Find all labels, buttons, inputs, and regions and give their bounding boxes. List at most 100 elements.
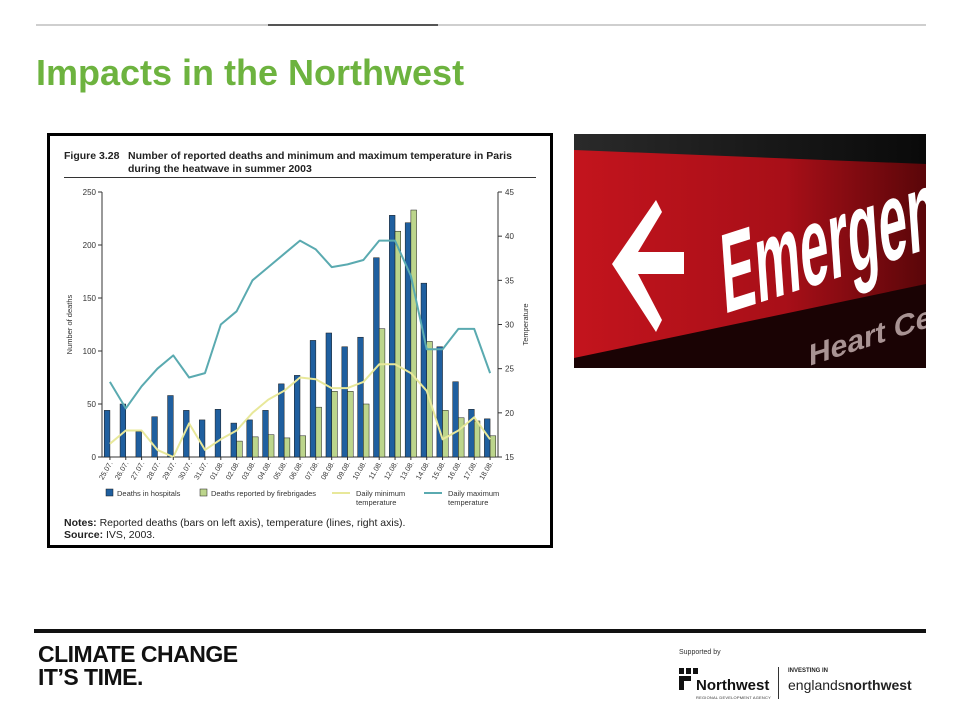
x-tick-label: 29.07. [160, 459, 178, 481]
bar [341, 346, 348, 458]
x-tick-label: 13.08. [398, 459, 416, 481]
bar [151, 416, 158, 458]
bar [135, 431, 142, 458]
bar [283, 437, 291, 458]
x-tick-label: 03.08. [239, 459, 257, 481]
bar [299, 435, 306, 458]
y-axis-label: Number of deaths [65, 294, 74, 354]
bar [442, 410, 449, 458]
footer: CLIMATE CHANGE IT’S TIME. Supported by N… [34, 633, 926, 703]
legend-label: Daily minimum [356, 489, 405, 498]
y-tick-label: 200 [83, 241, 97, 250]
nwda-logo-icon [679, 668, 698, 690]
bar [410, 209, 417, 458]
y2-tick-label: 15 [505, 453, 514, 462]
legend-swatch [105, 488, 114, 497]
bar [473, 420, 481, 458]
brand-line-1: CLIMATE CHANGE [38, 641, 238, 667]
x-tick-label: 28.07. [144, 459, 162, 481]
bar [458, 417, 465, 458]
chart-legend: Deaths in hospitals Deaths reported by fi… [105, 488, 499, 507]
figure-rule [64, 177, 536, 178]
x-tick-label: 04.08. [255, 459, 273, 481]
bar [420, 282, 427, 458]
x-tick-label: 31.07. [192, 459, 210, 481]
y-tick-label: 50 [87, 400, 96, 409]
y-tick-label: 0 [92, 453, 97, 462]
series-line [109, 239, 492, 410]
y2-tick-label: 35 [505, 276, 514, 285]
bar [315, 406, 322, 458]
y2-tick-label: 30 [505, 321, 514, 330]
x-tick-label: 09.08. [334, 459, 352, 481]
x-tick-label: 01.08. [208, 459, 226, 481]
x-tick-label: 02.08. [224, 459, 242, 481]
x-tick-label: 18.08. [477, 459, 495, 481]
arrow-left-icon [612, 200, 684, 332]
x-tick-label: 07.08. [303, 459, 321, 481]
x-tick-label: 06.08. [287, 459, 305, 481]
slide-title: Impacts in the Northwest [36, 52, 465, 93]
x-tick-label: 12.08. [382, 459, 400, 481]
supported-by-label: Supported by [679, 649, 721, 656]
y-tick-label: 150 [83, 294, 97, 303]
bar [394, 230, 401, 458]
legend-label-cont: temperature [356, 498, 396, 507]
bar [278, 383, 285, 458]
bar [230, 422, 237, 458]
bar [452, 381, 459, 458]
bar [199, 419, 206, 458]
x-tick-label: 15.08. [430, 459, 448, 481]
bar [357, 336, 364, 458]
source-label: Source: [64, 529, 104, 541]
top-rule-accent [268, 24, 438, 26]
bar [331, 391, 338, 458]
bar [103, 410, 111, 458]
nwda-name: Northwest [696, 677, 770, 694]
top-rule [36, 24, 926, 26]
legend-label: Deaths reported by firebrigades [211, 489, 316, 498]
deaths-temperature-chart: 0 50 100 150 200 250 15 20 25 30 35 40 45 Number of d… [65, 188, 530, 507]
bar [468, 409, 475, 458]
x-tick-label: 30.07. [176, 459, 194, 481]
figure-panel: Figure 3.28 Number of reported deaths and… [47, 133, 553, 548]
legend-swatch [199, 488, 208, 497]
figure-caption-text: Number of reported deaths and minimum an… [128, 150, 512, 175]
bar [268, 434, 275, 458]
x-tick-label: 25.07. [97, 459, 115, 481]
bar [347, 391, 354, 458]
source-text: IVS, 2003. [106, 529, 156, 541]
y2-tick-label: 45 [505, 188, 514, 197]
figure-notes: Notes: Reported deaths (bars on left axi… [64, 517, 405, 541]
englands-text: englands [788, 677, 845, 693]
legend-label: Daily maximum [448, 489, 499, 498]
bar [294, 375, 301, 458]
nwda-subtitle: REGIONAL DEVELOPMENT AGENCY [696, 695, 771, 700]
y-tick-label: 100 [83, 347, 97, 356]
bar [236, 440, 243, 458]
y2-tick-label: 20 [505, 409, 514, 418]
x-tick-label: 17.08. [461, 459, 479, 481]
bar [246, 419, 253, 458]
footer-rule [34, 629, 926, 633]
bar [167, 395, 174, 458]
northwest-text: northwest [844, 677, 912, 693]
bar [309, 340, 317, 458]
figure-caption: Figure 3.28 Number of reported deaths and… [64, 150, 534, 176]
y-tick-label: 250 [83, 188, 97, 197]
notes-label: Notes: [64, 517, 97, 529]
y2-tick-label: 40 [505, 232, 514, 241]
x-tick-label: 10.08. [350, 459, 368, 481]
x-tick-label: 16.08. [445, 459, 463, 481]
bar [489, 435, 497, 458]
x-tick-label: 14.08. [414, 459, 432, 481]
legend-label-cont: temperature [448, 498, 488, 507]
emergency-sign-image: Emergency Heart Ce [574, 134, 926, 368]
bar [389, 215, 396, 458]
bar [325, 332, 332, 458]
bar [262, 410, 269, 458]
x-tick-label: 26.07. [113, 459, 131, 481]
bar [214, 409, 222, 458]
campaign-logo: CLIMATE CHANGE IT’S TIME. [38, 643, 238, 689]
emergency-sign-photo: Emergency Heart Ce [574, 134, 926, 368]
